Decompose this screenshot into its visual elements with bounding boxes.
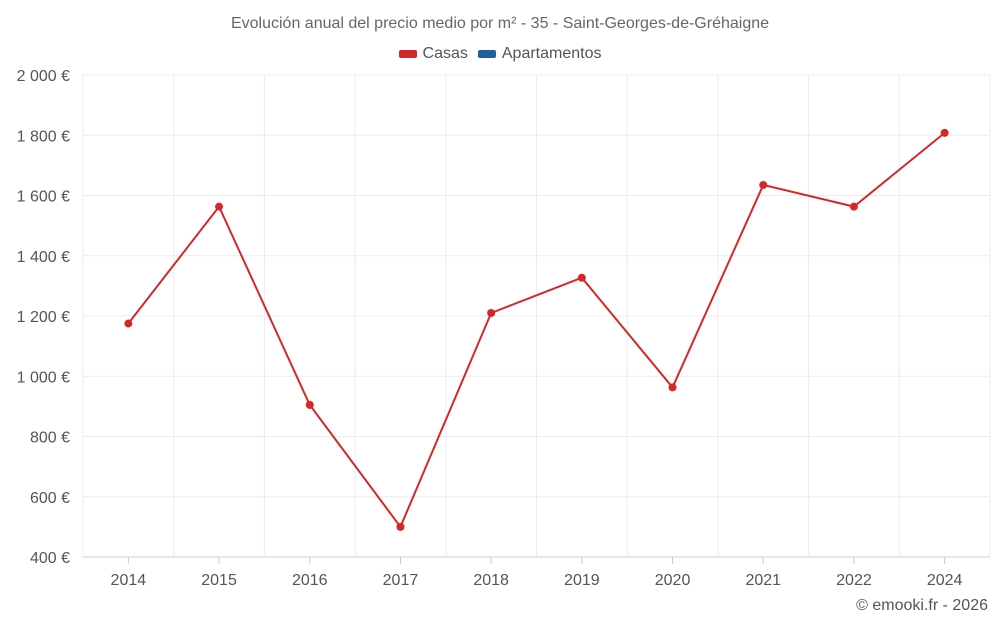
data-point-casas-2020 <box>668 383 677 392</box>
data-point-casas-2022 <box>849 202 858 211</box>
data-point-casas-2018 <box>487 308 496 317</box>
data-point-casas-2016 <box>305 400 314 409</box>
x-tick-label: 2017 <box>383 572 419 589</box>
x-tick-label: 2016 <box>292 572 328 589</box>
credit-text: © emooki.fr - 2026 <box>856 597 988 614</box>
series-line-casas <box>127 132 946 529</box>
data-point-casas-2015 <box>215 202 224 211</box>
x-tick-label: 2014 <box>111 572 147 589</box>
y-tick-label: 1 000 € <box>17 369 70 386</box>
legend-swatch-casas <box>398 50 417 58</box>
data-point-casas-2024 <box>940 128 949 137</box>
legend-item-apartamentos[interactable]: Apartamentos <box>477 45 602 63</box>
data-point-casas-2019 <box>577 273 586 282</box>
legend: Casas Apartamentos <box>0 45 1000 63</box>
x-tick-label: 2018 <box>473 572 509 589</box>
data-point-casas-2014 <box>124 319 133 328</box>
legend-item-casas[interactable]: Casas <box>398 45 468 63</box>
y-tick-label: 1 400 € <box>17 249 70 266</box>
chart-title: Evolución anual del precio medio por m² … <box>230 15 770 32</box>
y-tick-label: 400 € <box>30 550 70 567</box>
legend-swatch-apartamentos <box>477 50 496 58</box>
data-point-casas-2017 <box>396 522 405 531</box>
y-tick-label: 1 800 € <box>17 128 70 145</box>
x-tick-label: 2020 <box>655 572 691 589</box>
y-tick-label: 2 000 € <box>17 68 70 85</box>
x-tick-label: 2022 <box>836 572 872 589</box>
y-tick-label: 800 € <box>30 430 70 447</box>
x-tick-label: 2024 <box>927 572 963 589</box>
y-tick-label: 600 € <box>30 490 70 507</box>
y-tick-label: 1 200 € <box>17 309 70 326</box>
x-tick-label: 2019 <box>564 572 600 589</box>
x-tick-label: 2015 <box>201 572 237 589</box>
legend-label-apartamentos: Apartamentos <box>501 45 602 62</box>
legend-label-casas: Casas <box>422 45 468 62</box>
data-point-casas-2021 <box>759 180 768 189</box>
x-tick-label: 2021 <box>745 572 781 589</box>
y-tick-label: 1 600 € <box>17 189 70 206</box>
